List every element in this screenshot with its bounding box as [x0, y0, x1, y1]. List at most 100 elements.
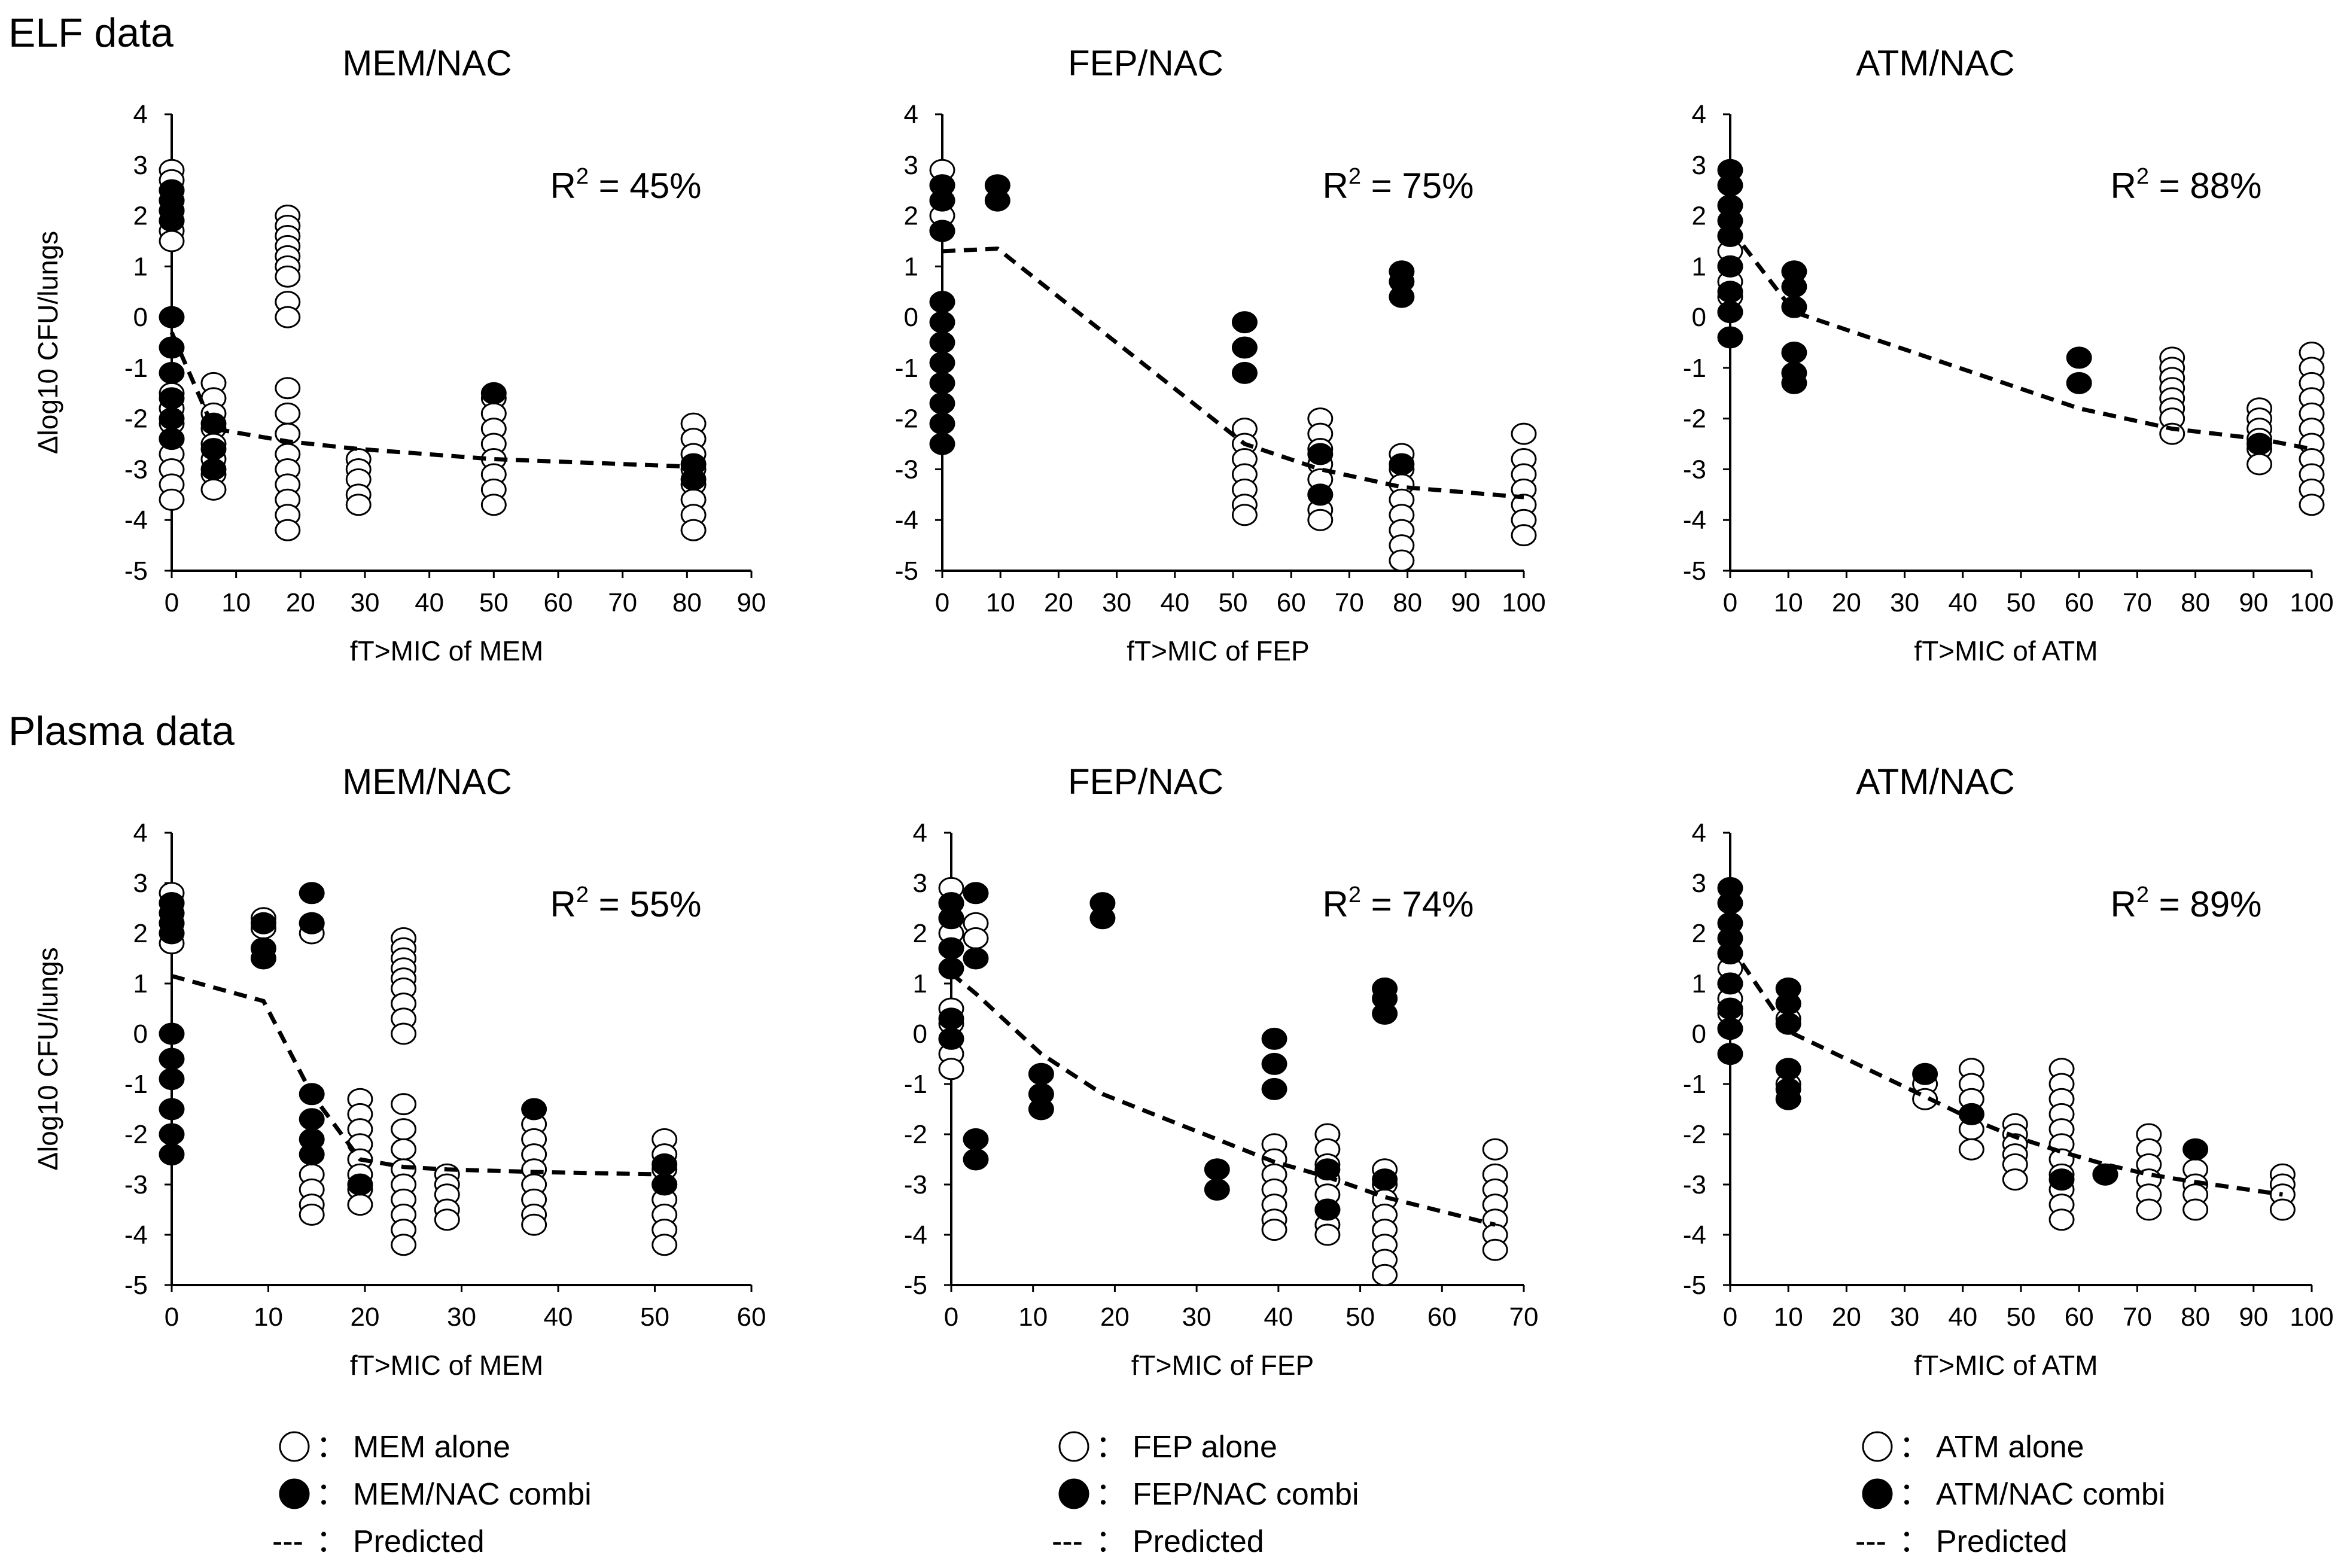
point-combi: [984, 189, 1010, 212]
x-tick-label: 60: [737, 1302, 766, 1332]
x-tick-label: 40: [1160, 588, 1189, 617]
y-tick-label: 2: [913, 919, 927, 948]
x-tick-label: 10: [1774, 1302, 1803, 1332]
point-alone: [391, 1118, 417, 1141]
point-alone: [345, 494, 372, 516]
point-combi: [963, 1148, 989, 1171]
y-tick-label: 4: [1692, 100, 1706, 129]
point-combi: [1781, 341, 1807, 364]
x-tick-label: 20: [286, 588, 315, 617]
y-tick-label: -5: [895, 556, 918, 586]
r-squared-superscript: 2: [1348, 164, 1361, 189]
x-tick-label: 10: [1774, 588, 1803, 617]
point-combi: [1781, 372, 1807, 394]
r-squared-symbol: R: [1323, 884, 1348, 924]
point-combi: [938, 1027, 964, 1050]
x-tick-label: 30: [1102, 588, 1131, 617]
y-tick-label: 1: [1692, 252, 1706, 281]
point-alone: [1482, 1238, 1508, 1261]
r-squared-superscript: 2: [2136, 882, 2149, 908]
r-squared-superscript: 2: [576, 164, 589, 189]
point-alone: [159, 230, 185, 252]
point-combi: [1028, 1062, 1054, 1085]
point-combi: [1717, 326, 1743, 349]
point-combi: [159, 1143, 185, 1166]
x-axis-label: fT>MIC of ATM: [1914, 635, 2098, 666]
x-tick-label: 80: [1393, 588, 1422, 617]
point-alone: [275, 265, 301, 288]
point-combi: [299, 1143, 325, 1166]
point-combi: [250, 947, 276, 970]
y-tick-label: -2: [904, 1120, 927, 1149]
point-combi: [929, 372, 955, 394]
y-tick-label: -5: [1683, 556, 1706, 586]
y-tick-label: 2: [133, 919, 148, 948]
y-tick-label: -4: [124, 506, 148, 535]
y-tick-label: -1: [904, 1070, 927, 1099]
point-combi: [159, 1068, 185, 1091]
y-tick-label: 3: [133, 151, 148, 180]
y-tick-label: 4: [1692, 818, 1706, 848]
point-alone: [2136, 1198, 2162, 1221]
y-tick-label: 4: [913, 818, 927, 848]
x-tick-label: 80: [2181, 588, 2210, 617]
y-tick-label: 3: [1692, 869, 1706, 898]
y-tick-label: -4: [904, 1220, 927, 1250]
x-tick-label: 90: [2239, 1302, 2268, 1332]
x-tick-label: 60: [1277, 588, 1306, 617]
y-tick-label: 3: [913, 869, 927, 898]
point-combi: [1314, 1158, 1341, 1181]
legend-sep: ：: [1095, 1430, 1127, 1465]
point-combi: [1717, 301, 1743, 324]
point-combi: [299, 882, 325, 905]
point-alone: [938, 1058, 964, 1080]
x-axis-label: fT>MIC of FEP: [1131, 1350, 1314, 1381]
r-squared-symbol: R: [550, 166, 576, 206]
point-combi: [652, 1153, 678, 1176]
point-combi: [929, 351, 955, 374]
legend-sep: ：: [1095, 1524, 1127, 1559]
point-combi: [1717, 997, 1743, 1020]
point-combi: [1912, 1062, 1938, 1085]
y-tick-label: 2: [133, 202, 148, 231]
point-alone: [275, 377, 301, 400]
y-tick-label: 0: [133, 303, 148, 332]
point-combi: [1314, 1198, 1341, 1221]
point-combi: [159, 1123, 185, 1146]
point-combi: [250, 912, 276, 934]
point-combi: [929, 220, 955, 242]
y-tick-label: 3: [1692, 151, 1706, 180]
x-tick-label: 10: [986, 588, 1015, 617]
point-alone: [1511, 422, 1537, 445]
y-tick-label: -4: [1683, 506, 1706, 535]
x-tick-label: 0: [165, 588, 179, 617]
point-combi: [1307, 483, 1334, 506]
r-squared-value: = 75%: [1361, 166, 1474, 206]
legend-sep: ：: [316, 1430, 347, 1465]
r-squared-label: R2 = 45%: [550, 164, 702, 206]
y-tick-label: 0: [913, 1019, 927, 1049]
x-tick-label: 70: [608, 588, 637, 617]
point-combi: [963, 1128, 989, 1150]
legend-predicted-symbol: ---: [1855, 1524, 1886, 1559]
panel-title: FEP/NAC: [1068, 43, 1223, 83]
point-alone: [1482, 1138, 1508, 1161]
point-combi: [159, 1098, 185, 1121]
legend-predicted-label: Predicted: [1936, 1524, 2068, 1559]
point-combi: [929, 291, 955, 313]
x-tick-label: 40: [415, 588, 444, 617]
point-combi: [1231, 336, 1258, 359]
x-tick-label: 30: [1182, 1302, 1211, 1332]
point-combi: [159, 428, 185, 450]
point-alone: [391, 1093, 417, 1116]
point-combi: [159, 1022, 185, 1045]
point-combi: [1717, 942, 1743, 965]
point-combi: [1261, 1077, 1287, 1100]
point-combi: [1204, 1178, 1230, 1201]
x-tick-label: 30: [1890, 1302, 1919, 1332]
y-tick-label: -1: [1683, 1070, 1706, 1099]
panel-title: MEM/NAC: [342, 762, 512, 802]
point-alone: [434, 1208, 460, 1231]
